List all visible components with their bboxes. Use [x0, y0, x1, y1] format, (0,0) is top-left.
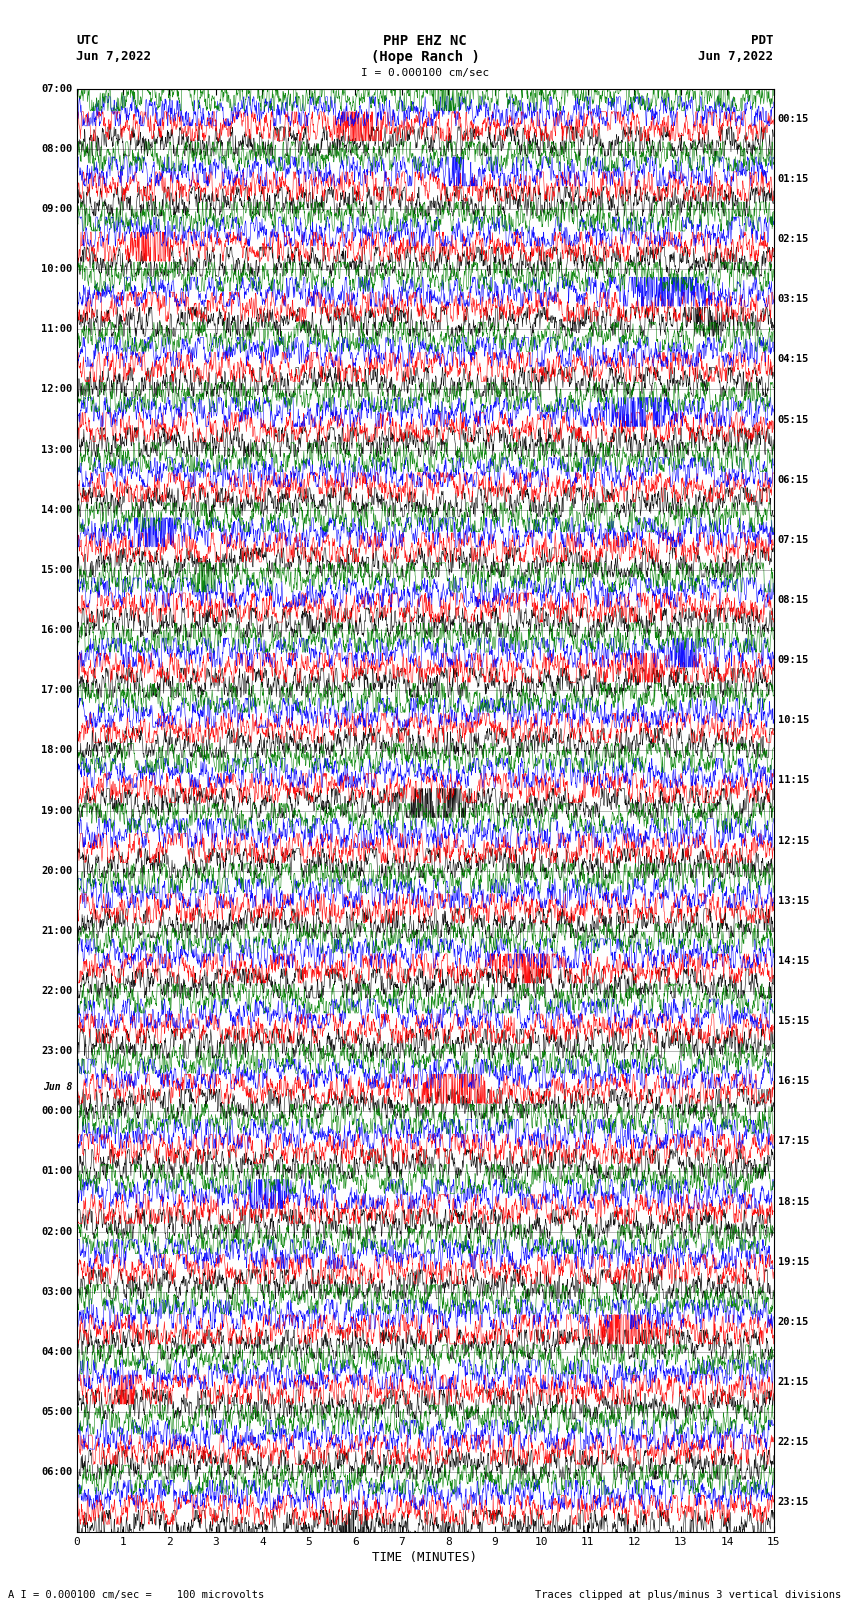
Text: 03:15: 03:15	[778, 294, 809, 305]
Text: 17:00: 17:00	[41, 686, 72, 695]
Text: 17:15: 17:15	[778, 1137, 809, 1147]
Text: (Hope Ranch ): (Hope Ranch )	[371, 50, 479, 65]
Text: 13:00: 13:00	[41, 445, 72, 455]
Text: 21:00: 21:00	[41, 926, 72, 936]
Text: 07:00: 07:00	[41, 84, 72, 94]
Text: 07:15: 07:15	[778, 536, 809, 545]
Text: 04:15: 04:15	[778, 355, 809, 365]
Text: 01:15: 01:15	[778, 174, 809, 184]
Text: 14:15: 14:15	[778, 957, 809, 966]
Text: A I = 0.000100 cm/sec =    100 microvolts: A I = 0.000100 cm/sec = 100 microvolts	[8, 1590, 264, 1600]
Text: 04:00: 04:00	[41, 1347, 72, 1357]
Text: 08:15: 08:15	[778, 595, 809, 605]
Text: 20:15: 20:15	[778, 1316, 809, 1327]
Text: 00:00: 00:00	[41, 1107, 72, 1116]
Text: Jun 7,2022: Jun 7,2022	[699, 50, 774, 63]
Text: Traces clipped at plus/minus 3 vertical divisions: Traces clipped at plus/minus 3 vertical …	[536, 1590, 842, 1600]
Text: PHP EHZ NC: PHP EHZ NC	[383, 34, 467, 48]
Text: 13:15: 13:15	[778, 895, 809, 907]
Text: I = 0.000100 cm/sec: I = 0.000100 cm/sec	[361, 68, 489, 77]
Text: 19:00: 19:00	[41, 805, 72, 816]
Text: 11:15: 11:15	[778, 776, 809, 786]
Text: 06:00: 06:00	[41, 1468, 72, 1478]
Text: 02:00: 02:00	[41, 1226, 72, 1237]
Text: 22:15: 22:15	[778, 1437, 809, 1447]
Text: 23:00: 23:00	[41, 1047, 72, 1057]
Text: 06:15: 06:15	[778, 474, 809, 484]
Text: 21:15: 21:15	[778, 1378, 809, 1387]
Text: UTC: UTC	[76, 34, 99, 47]
Text: 08:00: 08:00	[41, 144, 72, 153]
Text: 22:00: 22:00	[41, 986, 72, 995]
Text: Jun 7,2022: Jun 7,2022	[76, 50, 151, 63]
Text: 05:15: 05:15	[778, 415, 809, 424]
Text: 10:00: 10:00	[41, 265, 72, 274]
Text: 10:15: 10:15	[778, 715, 809, 726]
Text: 01:00: 01:00	[41, 1166, 72, 1176]
Text: 15:15: 15:15	[778, 1016, 809, 1026]
Text: 11:00: 11:00	[41, 324, 72, 334]
Text: 16:00: 16:00	[41, 626, 72, 636]
Text: 09:00: 09:00	[41, 203, 72, 215]
Text: 12:00: 12:00	[41, 384, 72, 395]
Text: 19:15: 19:15	[778, 1257, 809, 1266]
Text: 18:15: 18:15	[778, 1197, 809, 1207]
Text: 03:00: 03:00	[41, 1287, 72, 1297]
Text: 23:15: 23:15	[778, 1497, 809, 1507]
Text: 14:00: 14:00	[41, 505, 72, 515]
X-axis label: TIME (MINUTES): TIME (MINUTES)	[372, 1552, 478, 1565]
Text: PDT: PDT	[751, 34, 774, 47]
Text: 09:15: 09:15	[778, 655, 809, 665]
Text: 02:15: 02:15	[778, 234, 809, 244]
Text: Jun 8: Jun 8	[43, 1082, 72, 1092]
Text: 05:00: 05:00	[41, 1407, 72, 1418]
Text: 15:00: 15:00	[41, 565, 72, 574]
Text: 16:15: 16:15	[778, 1076, 809, 1086]
Text: 18:00: 18:00	[41, 745, 72, 755]
Text: 12:15: 12:15	[778, 836, 809, 845]
Text: 00:15: 00:15	[778, 115, 809, 124]
Text: 20:00: 20:00	[41, 866, 72, 876]
